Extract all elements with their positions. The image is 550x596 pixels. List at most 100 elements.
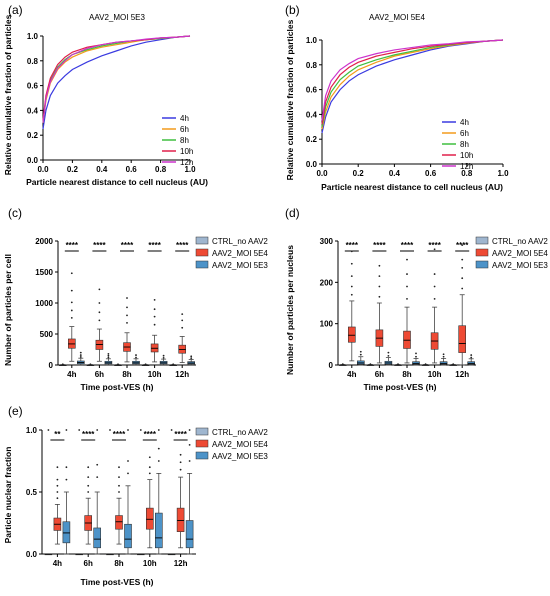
ylabel-c: Number of particles per cell bbox=[3, 254, 13, 366]
x-tick-label-a: 1.0 bbox=[184, 165, 196, 174]
outlier-point-c bbox=[126, 297, 128, 299]
series-line-b-12h bbox=[321, 39, 504, 121]
y-tick-label-d: 300 bbox=[320, 237, 334, 246]
outlier-point-d bbox=[415, 352, 417, 355]
outlier-point-e bbox=[188, 429, 191, 431]
x-tick-label-d: 10h bbox=[428, 370, 442, 379]
series-line-b-6h bbox=[321, 39, 504, 130]
outlier-point-c bbox=[190, 357, 193, 360]
outlier-point-c bbox=[135, 354, 137, 356]
outlier-point-d bbox=[433, 273, 436, 275]
outlier-point-d bbox=[461, 277, 464, 280]
outlier-point-d bbox=[359, 350, 362, 353]
outlier-point-c bbox=[135, 356, 137, 359]
outlier-point-c bbox=[107, 354, 110, 357]
outlier-point-d bbox=[424, 363, 427, 366]
x-tick-label-d: 4h bbox=[347, 370, 356, 379]
y-tick-label-a: 0.0 bbox=[27, 156, 39, 165]
outlier-point-d bbox=[461, 287, 464, 290]
outlier-point-d bbox=[442, 353, 445, 356]
y-tick-label-e: 1.0 bbox=[26, 426, 38, 435]
legend-label-e: AAV2_MOI 5E4 bbox=[212, 440, 268, 449]
legend-label-b: 6h bbox=[460, 129, 469, 138]
x-tick-label-c: 12h bbox=[175, 370, 189, 379]
outlier-point-c bbox=[98, 288, 101, 291]
outlier-point-c bbox=[107, 352, 110, 355]
outlier-point-e bbox=[96, 429, 99, 431]
outlier-point-c bbox=[181, 319, 184, 322]
outlier-point-e bbox=[188, 443, 191, 446]
outlier-point-c bbox=[126, 321, 128, 324]
outlier-point-e bbox=[87, 476, 90, 479]
y-tick-label-e: 0.0 bbox=[26, 550, 38, 559]
outlier-point-c bbox=[181, 326, 184, 329]
outlier-point-e bbox=[65, 478, 68, 481]
box-d-AAV2_MOI 5E4 bbox=[347, 326, 356, 343]
ylabel-a: Relative cumulative fraction of particle… bbox=[3, 14, 13, 175]
outlier-point-d bbox=[387, 351, 390, 354]
outlier-point-d bbox=[350, 293, 353, 296]
outlier-point-e bbox=[139, 429, 142, 431]
x-tick-label-a: 0.4 bbox=[96, 165, 108, 174]
outlier-point-e bbox=[56, 466, 59, 469]
significance-label-e: **** bbox=[144, 430, 157, 439]
box-e-AAV2_MOI 5E3 bbox=[155, 512, 163, 549]
outlier-point-d bbox=[433, 297, 436, 300]
outlier-point-d bbox=[406, 297, 408, 300]
outlier-point-d bbox=[387, 355, 390, 357]
series-line-a-10h bbox=[42, 35, 191, 121]
title-b: AAV2_MOI 5E4 bbox=[369, 13, 425, 22]
box-e-AAV2_MOI 5E3 bbox=[62, 521, 71, 544]
y-tick-label-b: 0.0 bbox=[306, 160, 318, 169]
significance-label-c: **** bbox=[148, 241, 161, 250]
outlier-point-d bbox=[350, 275, 353, 278]
x-tick-label-e: 8h bbox=[114, 559, 123, 568]
xlabel-a: Particle nearest distance to cell nucleu… bbox=[26, 177, 208, 187]
outlier-point-d bbox=[350, 250, 353, 253]
outlier-point-d bbox=[461, 244, 464, 247]
outlier-point-c bbox=[70, 316, 73, 319]
outlier-point-c bbox=[107, 356, 110, 359]
outlier-point-d bbox=[341, 363, 344, 366]
outlier-point-e bbox=[127, 460, 129, 462]
significance-label-d: **** bbox=[373, 241, 386, 250]
legend-label-d: AAV2_MOI 5E3 bbox=[492, 261, 548, 270]
title-a: AAV2_MOI 5E3 bbox=[89, 13, 145, 22]
outlier-point-d bbox=[378, 275, 381, 278]
outlier-point-e bbox=[170, 429, 173, 431]
x-tick-label-b: 0.6 bbox=[425, 169, 437, 178]
y-tick-label-b: 0.2 bbox=[306, 135, 318, 144]
box-e-AAV2_MOI 5E4 bbox=[176, 507, 185, 532]
significance-label-e: **** bbox=[113, 430, 126, 439]
xlabel-b: Particle nearest distance to cell nucleu… bbox=[321, 182, 503, 192]
y-tick-label-d: 0 bbox=[329, 361, 334, 370]
y-tick-label-a: 0.2 bbox=[27, 131, 39, 140]
y-tick-label-c: 0 bbox=[49, 361, 54, 370]
significance-label-c: **** bbox=[66, 241, 79, 250]
legend-label-a: 10h bbox=[180, 147, 193, 156]
xlabel-e: Time post-VES (h) bbox=[80, 577, 153, 587]
legend-swatch-c bbox=[195, 260, 209, 269]
x-tick-label-d: 6h bbox=[375, 370, 384, 379]
outlier-point-d bbox=[378, 295, 381, 298]
outlier-point-d bbox=[461, 266, 464, 269]
x-tick-label-a: 0.2 bbox=[67, 165, 79, 174]
outlier-point-e bbox=[87, 484, 90, 487]
y-tick-label-b: 0.6 bbox=[306, 86, 318, 95]
outlier-point-c bbox=[153, 308, 156, 311]
series-line-a-8h bbox=[42, 35, 191, 123]
outlier-point-c bbox=[117, 363, 119, 366]
ylabel-d: Number of particles per nucleus bbox=[285, 245, 295, 375]
panel-label-c: (c) bbox=[8, 206, 22, 220]
outlier-point-e bbox=[179, 453, 182, 456]
outlier-point-c bbox=[153, 299, 156, 301]
significance-label-e: **** bbox=[174, 430, 187, 439]
legend-label-d: AAV2_MOI 5E4 bbox=[492, 249, 548, 258]
outlier-point-e bbox=[118, 484, 120, 487]
x-tick-label-d: 8h bbox=[402, 370, 411, 379]
plots: 0.0 0.2 0.4 0.6 0.8 1.0 0.0 0.2 0.4 0.6 0.8 1.0 4h 6h… bbox=[26, 32, 549, 568]
x-tick-label-e: 6h bbox=[84, 559, 93, 568]
outlier-point-d bbox=[433, 248, 436, 251]
box-e-AAV2_MOI 5E4 bbox=[115, 515, 123, 530]
